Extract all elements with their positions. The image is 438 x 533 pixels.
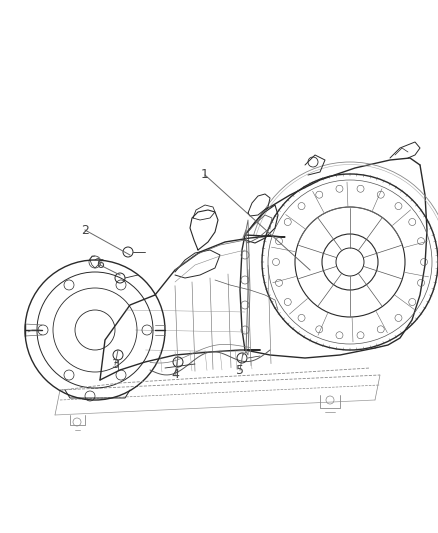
Text: 1: 1	[201, 168, 209, 182]
Text: 6: 6	[96, 259, 104, 271]
Text: 4: 4	[171, 368, 179, 382]
Text: 5: 5	[236, 364, 244, 376]
Text: 3: 3	[111, 359, 119, 372]
Text: 2: 2	[81, 223, 89, 237]
